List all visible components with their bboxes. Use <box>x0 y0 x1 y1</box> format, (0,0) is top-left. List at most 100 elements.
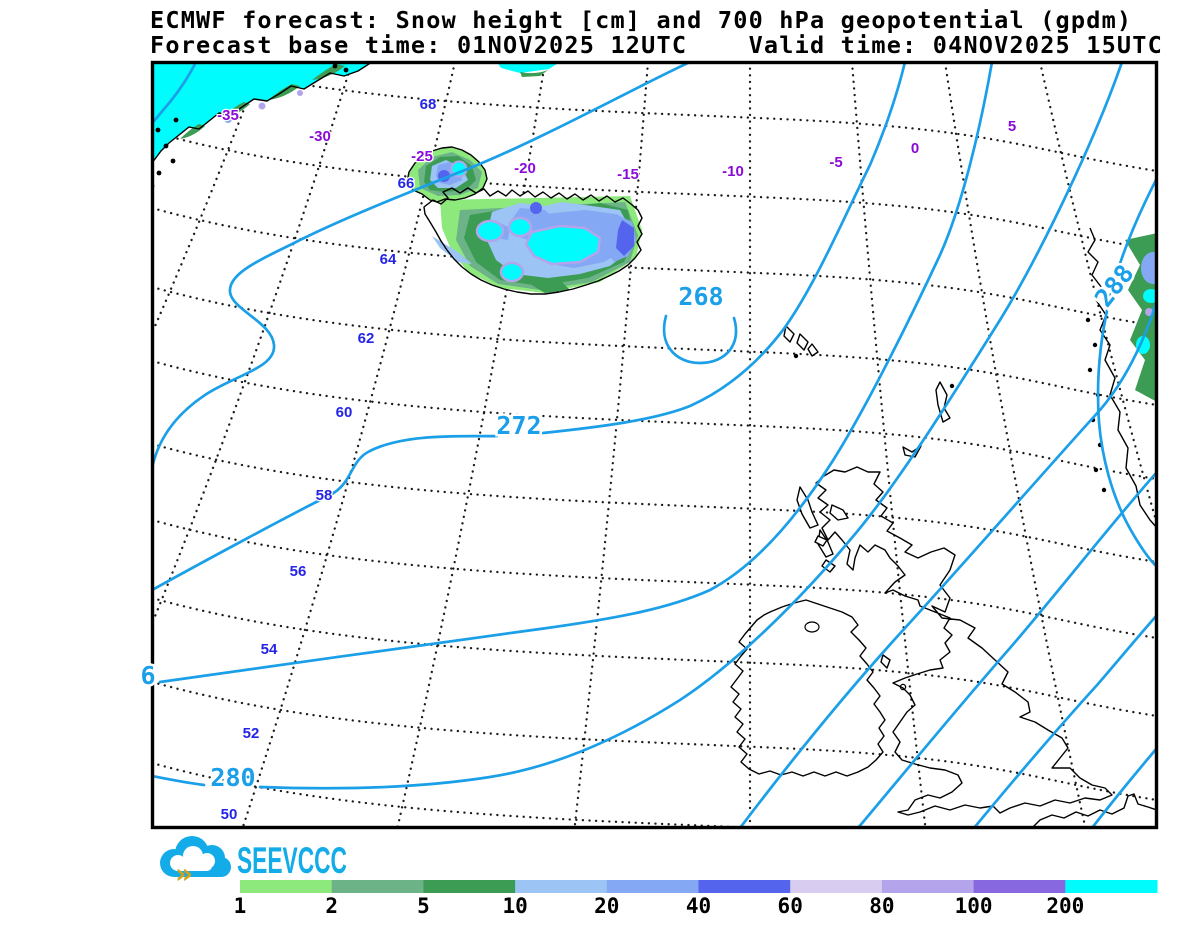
parallel-line <box>154 519 1155 639</box>
parallel-line <box>190 64 1155 172</box>
coastline-greenland <box>154 64 371 162</box>
snow-patch <box>498 64 557 73</box>
meridian-line <box>154 64 263 332</box>
latitude-label: 52 <box>243 725 260 742</box>
meridian-line <box>944 64 1087 826</box>
contour-label: 272 <box>496 411 541 440</box>
colorbar-tick-label: 60 <box>778 894 803 918</box>
colorbar-segment <box>240 880 333 893</box>
snow-patch <box>224 115 232 123</box>
snow-patch-greenland <box>154 64 369 161</box>
contour-line <box>154 64 197 123</box>
colorbar-tick-label: 2 <box>325 894 338 918</box>
coastline-islet <box>1085 317 1091 323</box>
contour-line <box>541 64 906 435</box>
parallel-line <box>154 597 1155 717</box>
coastline-islet <box>155 127 161 133</box>
longitude-label: -20 <box>514 160 536 177</box>
colorbar-segment <box>606 880 699 893</box>
contour-label: 6 <box>140 661 155 690</box>
parallel-line <box>154 681 1155 801</box>
coastline-islet <box>170 158 176 164</box>
snow-patch-max <box>524 224 602 266</box>
contour-line <box>154 64 689 466</box>
longitude-label: -10 <box>722 163 744 180</box>
title-line-2: Forecast base time: 01NOV2025 12UTC Vali… <box>150 31 1163 59</box>
snow-patch <box>1145 308 1153 316</box>
latitude-label: 60 <box>336 404 353 421</box>
contour-label: 280 <box>210 763 255 792</box>
contour-line <box>857 472 1155 826</box>
contour-line <box>1091 748 1155 826</box>
parallel-line <box>154 443 1155 563</box>
coastline-islet <box>829 504 849 521</box>
coastline-islet <box>793 353 799 359</box>
meridian-line <box>573 64 649 826</box>
coastline-islet <box>1087 367 1093 373</box>
coastline-orkney <box>902 445 922 458</box>
colorbar-segment <box>423 880 516 893</box>
colorbar-segment <box>331 880 424 893</box>
contour-line <box>158 64 994 684</box>
colorbar-segment <box>698 880 791 893</box>
contour-line <box>662 314 738 365</box>
coastline-faroe <box>783 325 795 343</box>
colorbar-tick-label: 10 <box>502 894 527 918</box>
colorbar-tick-label: 100 <box>955 894 993 918</box>
meridian-line <box>154 64 353 622</box>
contour-line <box>154 775 206 787</box>
colorbar-tick-label: 1 <box>234 894 247 918</box>
meridian-line <box>396 64 546 826</box>
contour-label: 268 <box>678 282 723 311</box>
longitude-label: 5 <box>1008 118 1016 135</box>
colorbar-segment <box>1065 880 1158 893</box>
latitude-label: 62 <box>358 330 375 347</box>
colorbar-tick-label: 5 <box>417 894 430 918</box>
coastline-islet <box>949 383 955 389</box>
colorbar-tick-label: 20 <box>594 894 619 918</box>
map-content <box>154 64 1155 826</box>
map-labels: 268272628028868666462605856545250-35-30-… <box>138 95 1142 825</box>
snow-patch-max <box>507 216 533 238</box>
colorbar-tick-label: 40 <box>686 894 711 918</box>
meridian-line <box>1039 64 1155 522</box>
snow-patch <box>530 280 570 293</box>
parallel-line <box>154 207 1155 327</box>
coastline-islet <box>1101 487 1107 493</box>
coastline-iceland <box>423 187 643 295</box>
contour-line <box>154 434 499 591</box>
coastline-islet <box>156 170 162 176</box>
contour-line <box>1096 178 1155 567</box>
coastline-islet <box>1092 342 1098 348</box>
latitude-label: 66 <box>398 175 415 192</box>
coastline-islet <box>1093 467 1099 473</box>
coastline-hebrides <box>796 486 819 529</box>
parallel-line <box>154 286 1155 406</box>
snow-patch <box>530 202 542 214</box>
snow-patch-max <box>475 219 505 243</box>
longitude-label: -30 <box>309 128 331 145</box>
latitude-label: 68 <box>420 96 437 113</box>
colorbar-tick-label: 200 <box>1046 894 1084 918</box>
snow-patch <box>180 124 205 139</box>
longitude-label: -25 <box>411 148 433 165</box>
coastline-islet <box>163 143 169 149</box>
seevccc-logo: » SEEVCCC <box>160 836 347 890</box>
cloud-icon <box>160 836 231 877</box>
longitude-label: 0 <box>911 140 919 157</box>
coastline-faroe <box>807 343 819 357</box>
snow-patch <box>297 90 303 96</box>
snow-patch-max <box>1143 289 1155 303</box>
coastline-britain <box>815 466 1113 816</box>
colorbar-segment <box>881 880 975 893</box>
coastline-faroe <box>796 333 809 351</box>
latitude-label: 58 <box>316 487 333 504</box>
snow-patch <box>258 102 266 110</box>
coastline-islet <box>343 67 349 73</box>
meridian-line <box>851 64 927 826</box>
snow-patch-max <box>499 261 525 283</box>
snow-patch <box>312 64 345 80</box>
latitude-label: 64 <box>380 251 397 268</box>
meridian-line <box>242 64 456 826</box>
